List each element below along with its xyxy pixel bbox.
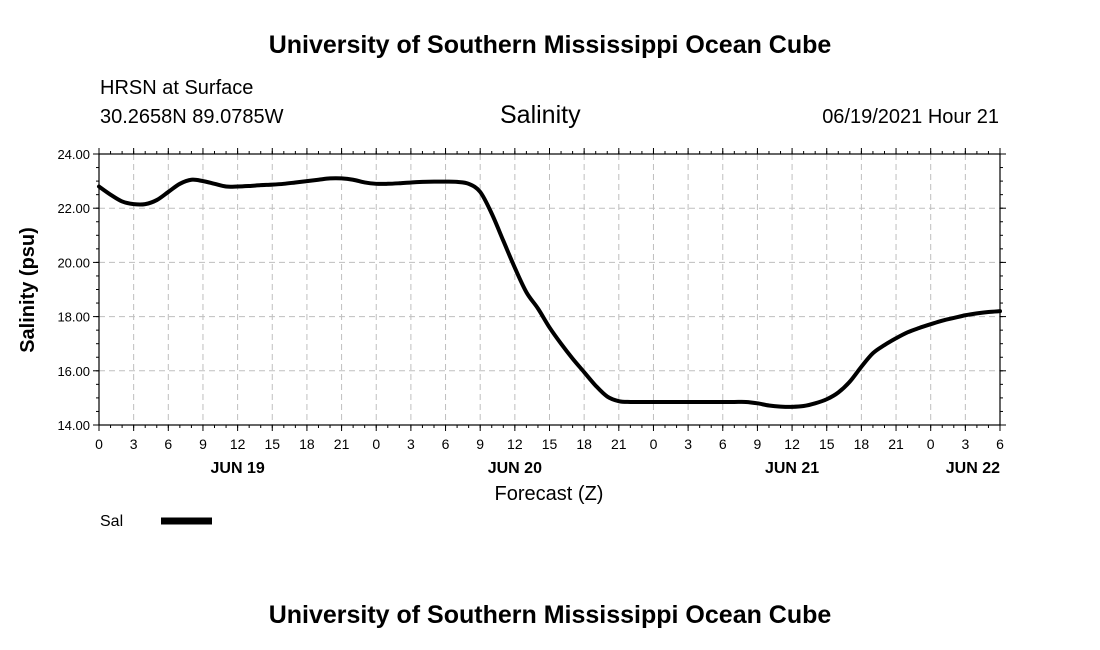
y-tick-label: 24.00 bbox=[57, 147, 90, 162]
x-tick-label: 3 bbox=[684, 436, 692, 452]
x-tick-label: 12 bbox=[230, 436, 246, 452]
y-tick-label: 14.00 bbox=[57, 418, 90, 433]
x-tick-label: 18 bbox=[854, 436, 870, 452]
chart-title: Salinity bbox=[500, 101, 581, 129]
forecast-datetime: 06/19/2021 Hour 21 bbox=[822, 106, 999, 128]
y-tick-label: 22.00 bbox=[57, 201, 90, 216]
x-tick-label: 21 bbox=[334, 436, 350, 452]
page-title: University of Southern Mississippi Ocean… bbox=[268, 31, 832, 59]
x-tick-label: 0 bbox=[650, 436, 658, 452]
footer-title: University of Southern Mississippi Ocean… bbox=[268, 601, 832, 629]
y-tick-label: 20.00 bbox=[57, 255, 90, 270]
axis-ticks bbox=[93, 148, 1006, 431]
x-tick-label: 6 bbox=[719, 436, 727, 452]
x-tick-label: 9 bbox=[754, 436, 762, 452]
x-tick-label: 6 bbox=[996, 436, 1004, 452]
x-tick-label: 12 bbox=[507, 436, 523, 452]
series-layer bbox=[97, 176, 1002, 409]
x-tick-label: 15 bbox=[542, 436, 558, 452]
x-tick-label: 3 bbox=[130, 436, 138, 452]
x-tick-label: 18 bbox=[576, 436, 592, 452]
x-tick-label: 21 bbox=[611, 436, 627, 452]
x-tick-label: 3 bbox=[961, 436, 969, 452]
x-tick-label: 6 bbox=[442, 436, 450, 452]
x-tick-label: 6 bbox=[164, 436, 172, 452]
x-axis-label: Forecast (Z) bbox=[495, 483, 604, 505]
day-label: JUN 20 bbox=[488, 460, 542, 477]
day-label: JUN 22 bbox=[946, 460, 1000, 477]
x-tick-label: 0 bbox=[372, 436, 380, 452]
x-tick-label: 15 bbox=[264, 436, 280, 452]
legend-label-sal: Sal bbox=[100, 513, 123, 530]
day-label: JUN 21 bbox=[765, 460, 819, 477]
x-tick-label: 21 bbox=[888, 436, 904, 452]
y-tick-label: 16.00 bbox=[57, 364, 90, 379]
x-tick-label: 0 bbox=[95, 436, 103, 452]
x-tick-label: 3 bbox=[407, 436, 415, 452]
x-tick-label: 18 bbox=[299, 436, 315, 452]
x-tick-label: 12 bbox=[784, 436, 800, 452]
y-axis-label: Salinity (psu) bbox=[17, 227, 39, 353]
day-label: JUN 19 bbox=[210, 460, 264, 477]
x-tick-label: 0 bbox=[927, 436, 935, 452]
x-tick-label: 9 bbox=[476, 436, 484, 452]
station-coords: 30.2658N 89.0785W bbox=[100, 106, 284, 128]
axis-tick-labels: 14.00 16.00 18.00 20.00 22.00 24.00 0 3 6 9 12 15 18… bbox=[57, 147, 1004, 477]
grid-lines bbox=[99, 154, 1000, 425]
x-tick-label: 9 bbox=[199, 436, 207, 452]
station-name: HRSN at Surface bbox=[100, 77, 254, 99]
series-line-sal bbox=[97, 176, 1002, 409]
y-tick-label: 18.00 bbox=[57, 310, 90, 325]
x-tick-label: 15 bbox=[819, 436, 835, 452]
